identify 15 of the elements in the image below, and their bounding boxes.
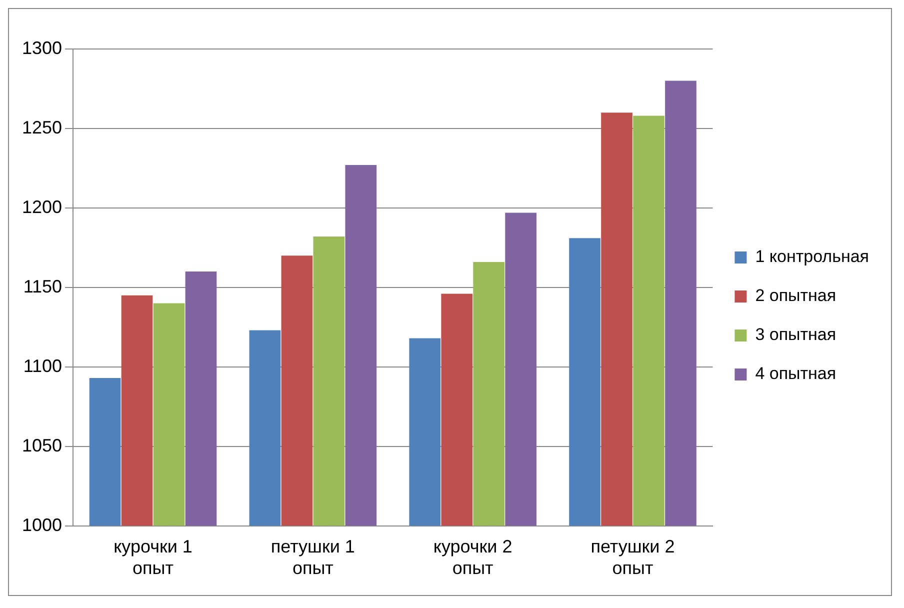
x-tick-label: петушки 2 опыт xyxy=(590,536,675,578)
legend-label: 2 опытная xyxy=(755,286,836,306)
y-tick-label: 1100 xyxy=(23,356,62,376)
x-tick-label: петушки 1 опыт xyxy=(270,536,355,578)
y-tick-label: 1200 xyxy=(22,196,62,217)
legend-label: 4 опытная xyxy=(755,364,836,384)
y-tick-label: 1300 xyxy=(22,38,62,58)
x-tick-label: курочки 2 опыт xyxy=(433,536,512,578)
legend-label: 1 контрольная xyxy=(755,247,869,266)
legend-label: 3 опытная xyxy=(755,325,836,344)
y-tick-label: 1050 xyxy=(22,435,62,456)
x-tick-label: курочки 1 опыт xyxy=(114,536,192,578)
y-tick-label: 1150 xyxy=(23,276,62,296)
y-tick-label: 1000 xyxy=(22,514,62,535)
y-tick-label: 1250 xyxy=(22,117,62,138)
